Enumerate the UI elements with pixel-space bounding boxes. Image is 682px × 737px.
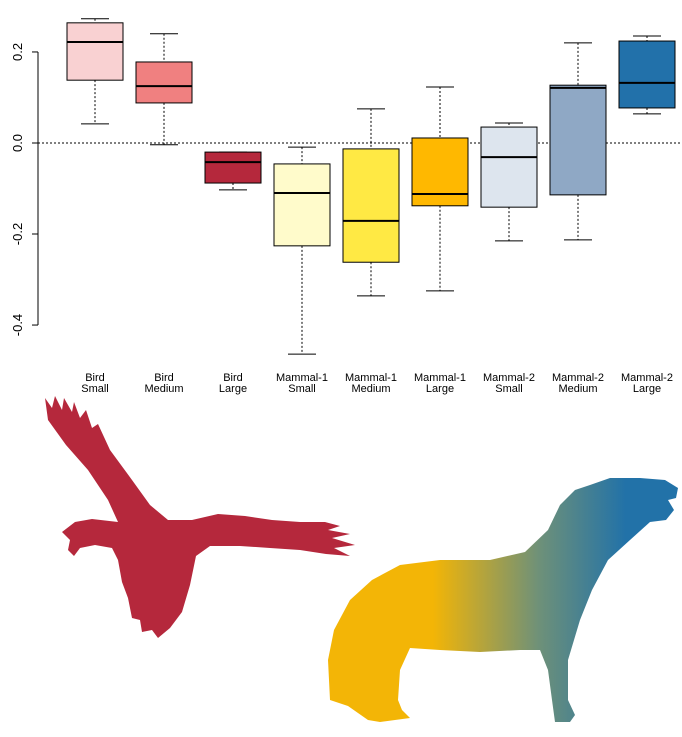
x-tick-label: Small <box>495 383 523 395</box>
box <box>273 163 331 247</box>
box <box>480 126 538 208</box>
plot: -0.4-0.20.00.2BirdSmallBirdMediumBirdLar… <box>10 18 682 395</box>
x-tick-label: Mammal-2 <box>483 372 535 384</box>
x-tick-label: Medium <box>558 383 597 395</box>
x-tick-label: Large <box>426 383 454 395</box>
x-tick-label: Mammal-1 <box>345 372 397 384</box>
box <box>411 137 469 207</box>
bird-silhouette <box>45 396 355 638</box>
x-tick-label: Small <box>81 383 109 395</box>
y-tick-label: 0.0 <box>10 134 25 152</box>
y-tick-label: -0.4 <box>10 314 25 336</box>
x-tick-label: Large <box>219 383 247 395</box>
box <box>549 84 607 196</box>
box <box>342 148 400 263</box>
box <box>618 40 676 109</box>
x-tick-label: Mammal-1 <box>414 372 466 384</box>
x-tick-label: Mammal-2 <box>552 372 604 384</box>
x-tick-label: Medium <box>351 383 390 395</box>
box <box>66 22 124 81</box>
y-tick-label: 0.2 <box>10 43 25 61</box>
x-tick-label: Medium <box>144 383 183 395</box>
capybara-silhouette <box>328 478 678 722</box>
x-tick-label: Bird <box>154 372 174 384</box>
box <box>135 61 193 104</box>
x-tick-label: Large <box>633 383 661 395</box>
x-tick-label: Mammal-1 <box>276 372 328 384</box>
x-tick-label: Bird <box>85 372 105 384</box>
y-tick-label: -0.2 <box>10 223 25 245</box>
x-tick-label: Small <box>288 383 316 395</box>
x-tick-label: Bird <box>223 372 243 384</box>
x-tick-label: Mammal-2 <box>621 372 673 384</box>
box <box>204 151 262 184</box>
